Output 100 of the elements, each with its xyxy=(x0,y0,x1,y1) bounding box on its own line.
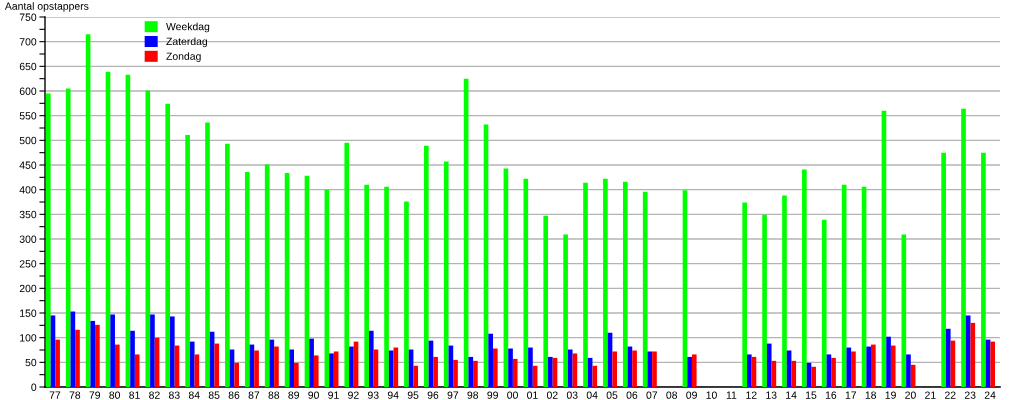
y-tick-label: 500 xyxy=(19,136,37,145)
x-tick-label: 12 xyxy=(746,391,757,399)
bar xyxy=(811,366,816,387)
y-tick-label: 700 xyxy=(19,38,37,46)
x-tick-label: 84 xyxy=(188,391,200,399)
x-tick-label: 99 xyxy=(487,391,498,399)
bar xyxy=(225,143,230,387)
bar xyxy=(473,360,478,387)
y-tick-label: 50 xyxy=(25,358,37,367)
x-tick-label: 17 xyxy=(845,391,857,399)
y-tick-label: 400 xyxy=(19,186,37,194)
bar xyxy=(443,161,449,387)
bar xyxy=(384,186,389,387)
x-tick-label: 80 xyxy=(109,391,121,399)
bar xyxy=(313,355,319,387)
x-tick-label: 81 xyxy=(129,391,140,399)
bar xyxy=(523,178,529,387)
bar xyxy=(782,195,787,387)
bar xyxy=(508,348,513,387)
x-tick-label: 96 xyxy=(427,391,439,399)
bar xyxy=(766,343,772,387)
x-tick-label: 98 xyxy=(467,391,479,399)
bar xyxy=(548,356,553,387)
bar xyxy=(165,103,171,387)
bar xyxy=(990,341,996,387)
x-tick-label: 01 xyxy=(527,391,538,399)
x-tick-label: 95 xyxy=(407,391,419,399)
x-tick-label: 10 xyxy=(706,391,717,399)
x-tick-label: 16 xyxy=(825,391,837,399)
bar xyxy=(388,350,394,387)
x-tick-label: 00 xyxy=(507,391,518,399)
bar xyxy=(886,336,891,387)
bar xyxy=(274,346,279,387)
bar xyxy=(368,330,374,387)
y-axis-title: Aantal opstappers xyxy=(4,2,89,12)
bar xyxy=(802,169,807,387)
bar xyxy=(114,344,120,387)
x-tick-label: 07 xyxy=(646,391,658,399)
x-tick-label: 94 xyxy=(387,391,399,399)
x-tick-label: 04 xyxy=(586,391,598,399)
bar xyxy=(746,354,752,387)
x-tick-label: 13 xyxy=(766,391,777,399)
bar xyxy=(289,349,295,387)
bar xyxy=(145,90,151,387)
y-tick-label: 550 xyxy=(19,112,37,120)
bar xyxy=(413,365,419,387)
bar xyxy=(492,348,498,387)
x-tick-label: 08 xyxy=(666,391,678,399)
bar xyxy=(846,347,852,387)
y-tick-label: 350 xyxy=(19,210,37,219)
y-tick-label: 750 xyxy=(19,13,37,21)
x-tick-label: 03 xyxy=(566,391,578,399)
bar xyxy=(528,347,533,387)
bar xyxy=(821,219,827,387)
bar xyxy=(791,360,797,387)
bar xyxy=(945,328,951,387)
y-tick-label: 0 xyxy=(31,383,37,391)
bar xyxy=(349,346,354,387)
bar xyxy=(150,314,155,387)
bar xyxy=(583,182,588,387)
bar xyxy=(205,122,210,387)
x-tick-label: 23 xyxy=(964,391,976,399)
bar xyxy=(45,93,51,387)
bar xyxy=(90,320,96,387)
bar xyxy=(244,171,250,387)
bar xyxy=(691,354,697,387)
y-tick-label: 450 xyxy=(19,161,37,169)
x-tick-label: 88 xyxy=(268,391,280,399)
x-tick-label: 83 xyxy=(168,391,180,399)
x-tick-label: 89 xyxy=(288,391,299,399)
bar xyxy=(433,356,438,387)
bar xyxy=(970,322,976,387)
bar xyxy=(453,359,458,387)
bar xyxy=(563,234,568,387)
x-tick-label: 02 xyxy=(546,391,558,399)
bar xyxy=(254,350,259,387)
bar xyxy=(742,202,747,387)
x-tick-label: 87 xyxy=(248,391,260,399)
x-tick-label: 91 xyxy=(328,391,339,399)
bar xyxy=(890,345,896,387)
bar xyxy=(55,339,60,387)
bar xyxy=(851,351,856,387)
x-tick-label: 15 xyxy=(805,391,817,399)
bar xyxy=(762,214,767,387)
bar xyxy=(75,329,80,387)
bar xyxy=(592,365,598,387)
legend-label: Zondag xyxy=(166,52,201,62)
x-tick-label: 24 xyxy=(984,391,996,399)
bar xyxy=(424,145,429,387)
x-tick-label: 09 xyxy=(686,391,697,399)
bar xyxy=(234,362,239,387)
bar xyxy=(488,333,493,387)
bar xyxy=(189,341,195,387)
x-tick-label: 97 xyxy=(447,391,459,399)
bar xyxy=(981,152,986,387)
x-tick-label: 19 xyxy=(885,391,896,399)
bar xyxy=(404,201,409,387)
x-tick-label: 20 xyxy=(905,391,916,399)
bar xyxy=(468,356,474,387)
y-tick-label: 250 xyxy=(19,260,37,268)
